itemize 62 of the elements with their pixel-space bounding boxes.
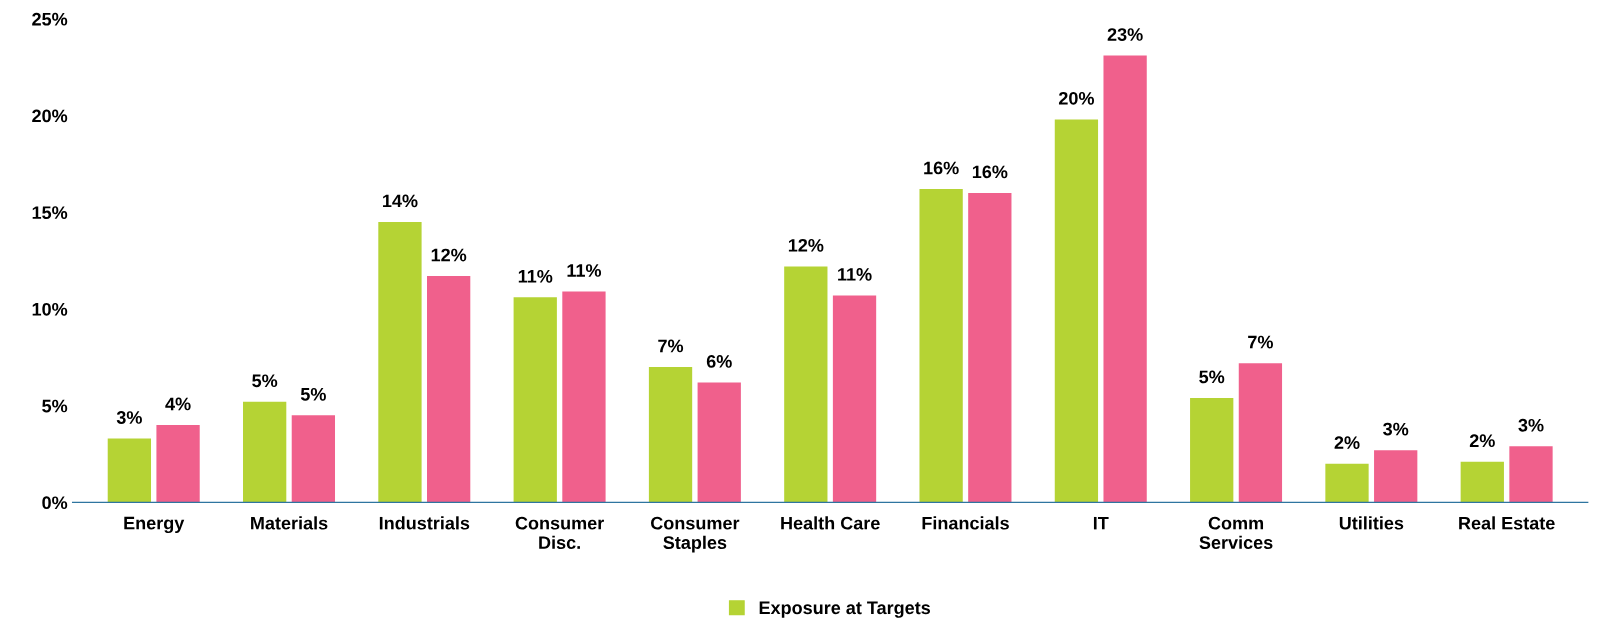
x-tick-label: Consumer Staples (650, 516, 740, 553)
data-label: 16% (972, 165, 1008, 179)
y-tick-label: 10% (32, 302, 68, 316)
data-label: 12% (431, 248, 467, 262)
bar (1190, 397, 1234, 503)
y-tick-label: 20% (32, 109, 68, 123)
bar (427, 276, 471, 503)
x-tick-label: Energy (124, 516, 185, 534)
bar (919, 189, 963, 503)
bar (1325, 463, 1369, 503)
bar (1460, 461, 1504, 503)
x-tick-label: Real Estate (1459, 516, 1555, 530)
bar (562, 291, 606, 503)
data-label: 4% (165, 397, 191, 411)
bar (378, 221, 422, 503)
x-tick-label: Health Care (781, 516, 880, 530)
bar (1509, 446, 1553, 503)
x-tick-label: Utilities (1339, 516, 1404, 530)
bar (513, 297, 557, 503)
bar (291, 415, 336, 503)
data-label: 20% (1058, 91, 1095, 105)
bar (784, 266, 828, 503)
y-tick-label: 25% (32, 12, 68, 26)
data-label: 16% (924, 161, 959, 175)
y-tick-label: 15% (32, 206, 68, 219)
data-label: 5% (300, 387, 326, 401)
bar (832, 295, 877, 503)
legend-label: Exposure at Targets (759, 601, 931, 618)
data-label: 2% (1334, 436, 1360, 449)
bar (968, 192, 1012, 503)
bar (243, 401, 287, 503)
data-label: 7% (1248, 335, 1273, 349)
data-label: 3% (116, 411, 142, 424)
x-tick-label: Industrials (379, 516, 470, 530)
bar (1103, 55, 1147, 503)
bar (1374, 450, 1418, 503)
data-label: 3% (1383, 422, 1409, 436)
y-tick-label: 0% (42, 496, 68, 510)
data-label: 23% (1107, 28, 1143, 41)
x-tick-label: Financials (922, 516, 1009, 530)
bar (156, 425, 200, 503)
data-label: 3% (1518, 418, 1544, 432)
data-label: 11% (518, 269, 553, 283)
x-tick-label: IT (1093, 516, 1109, 530)
data-label: 11% (838, 268, 872, 281)
data-label: 6% (706, 355, 732, 368)
x-tick-label: Consumer Disc. (515, 516, 604, 549)
data-label: 11% (567, 264, 602, 277)
data-label: 14% (383, 194, 418, 208)
data-label: 2% (1469, 434, 1495, 448)
bar (697, 382, 741, 503)
x-tick-label: Materials (251, 516, 328, 530)
bar (1054, 119, 1099, 503)
data-label: 7% (658, 339, 684, 353)
bar (107, 438, 152, 503)
x-tick-label: Comm Services (1199, 516, 1273, 549)
y-tick-label: 5% (42, 399, 68, 413)
data-label: 12% (788, 238, 824, 252)
bar (1238, 363, 1283, 503)
data-label: 5% (1199, 370, 1225, 384)
bar (648, 367, 693, 503)
data-label: 5% (252, 374, 278, 388)
